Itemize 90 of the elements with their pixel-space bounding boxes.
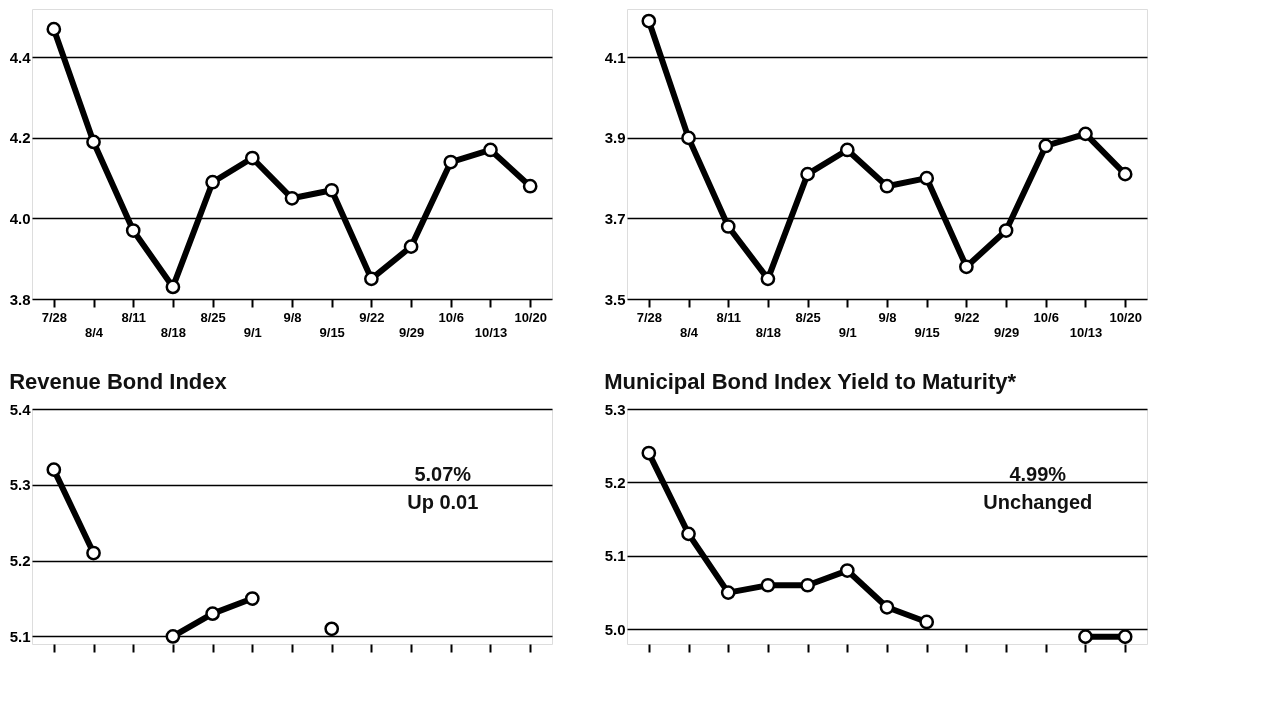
x-tick-label: 9/15 (319, 324, 345, 340)
x-tick-label: 9/1 (838, 324, 857, 340)
x-tick-label: 8/11 (716, 309, 742, 325)
y-tick-label: 3.8 (9, 290, 31, 308)
point (800, 577, 815, 593)
point (760, 271, 776, 287)
x-tick-label: 7/28 (41, 309, 67, 325)
point (800, 166, 815, 182)
x-tick-label: 9/15 (914, 324, 940, 340)
y-tick-label: 5.3 (9, 476, 31, 494)
y-tick-label: 3.5 (604, 290, 626, 308)
point (364, 271, 379, 287)
point (760, 577, 776, 593)
x-tick-label: 10/13 (1069, 324, 1103, 340)
x-tick-label: 8/4 (84, 324, 104, 340)
x-tick-label: 10/20 (514, 309, 547, 325)
x-tick-label: 10/13 (474, 324, 508, 340)
point (839, 142, 855, 158)
point (681, 526, 696, 542)
point (919, 614, 935, 630)
point (959, 259, 974, 275)
y-tick-label: 4.1 (604, 48, 626, 66)
point (125, 223, 141, 238)
point (839, 563, 855, 578)
x-tick-label: 8/25 (795, 309, 821, 325)
point (483, 142, 498, 158)
y-tick-label: 5.4 (9, 400, 32, 418)
x-tick-label: 10/6 (438, 309, 464, 325)
x-tick-label: 7/28 (636, 309, 662, 325)
x-tick-label: 9/1 (243, 324, 262, 340)
point (165, 279, 181, 295)
y-tick-label: 5.0 (604, 620, 626, 638)
y-tick-label: 5.1 (604, 547, 626, 565)
point (879, 178, 895, 194)
x-tick-label: 9/29 (398, 324, 425, 340)
point (879, 599, 895, 615)
x-tick-label: 8/25 (200, 309, 226, 325)
point (1078, 629, 1093, 644)
point (86, 134, 101, 150)
point (86, 545, 101, 561)
point (641, 13, 657, 29)
point (284, 190, 300, 206)
x-tick-label: 9/22 (359, 309, 385, 325)
chart-title: Municipal Bond Index Yield to Maturity* (604, 369, 1017, 394)
point (1117, 629, 1133, 644)
point (205, 606, 220, 622)
annotation: 4.99% (1009, 462, 1067, 485)
x-tick-label: 8/18 (160, 324, 187, 340)
annotation: 5.07% (414, 462, 472, 485)
x-tick-label: 8/4 (679, 324, 699, 340)
point (1078, 126, 1093, 142)
y-tick-label: 5.3 (604, 400, 626, 418)
y-tick-label: 4.2 (9, 129, 31, 147)
point (919, 170, 935, 186)
x-tick-label: 9/22 (954, 309, 980, 325)
point (720, 219, 736, 234)
point (641, 445, 657, 461)
x-tick-label: 10/20 (1109, 309, 1142, 325)
annotation: Up 0.01 (407, 490, 479, 513)
x-tick-label: 8/11 (121, 309, 147, 325)
point (244, 591, 260, 606)
y-tick-label: 4.4 (9, 48, 32, 66)
annotation: Unchanged (983, 490, 1093, 513)
x-tick-label: 9/29 (993, 324, 1020, 340)
point (324, 621, 340, 637)
point (681, 130, 696, 146)
y-tick-label: 4.0 (9, 209, 31, 227)
point (443, 154, 459, 170)
point (46, 21, 62, 37)
y-tick-label: 5.1 (9, 627, 31, 645)
point (1117, 166, 1133, 182)
point (1038, 138, 1054, 154)
point (403, 239, 419, 254)
point (46, 462, 62, 478)
point (522, 178, 538, 194)
point (165, 629, 181, 644)
point (998, 223, 1014, 238)
chart-title: Revenue Bond Index (9, 369, 228, 394)
point (324, 182, 340, 198)
x-tick-label: 8/18 (755, 324, 782, 340)
x-tick-label: 9/8 (283, 309, 302, 325)
y-tick-label: 5.2 (604, 473, 626, 491)
point (244, 150, 260, 166)
y-tick-label: 3.9 (604, 129, 626, 147)
point (720, 585, 736, 600)
x-tick-label: 9/8 (878, 309, 897, 325)
y-tick-label: 5.2 (9, 552, 31, 570)
y-tick-label: 3.7 (604, 209, 626, 227)
point (205, 174, 220, 190)
x-tick-label: 10/6 (1033, 309, 1059, 325)
